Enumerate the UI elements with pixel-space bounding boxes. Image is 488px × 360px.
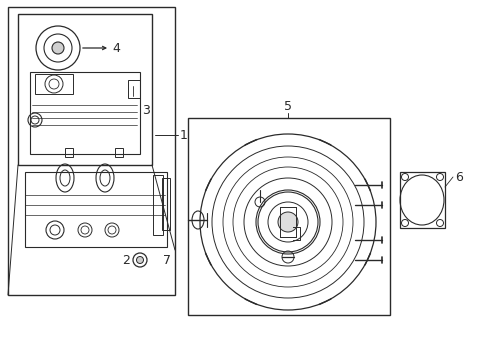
Bar	[30, 72, 140, 154]
Circle shape	[278, 212, 297, 232]
Text: 7: 7	[163, 253, 171, 266]
Bar	[8, 7, 175, 295]
Bar	[128, 80, 140, 98]
Text: 5: 5	[284, 99, 291, 112]
Bar	[25, 172, 167, 247]
Text: 4: 4	[112, 41, 120, 54]
Bar	[115, 148, 123, 157]
Bar	[65, 148, 73, 157]
Text: 6: 6	[454, 171, 462, 184]
Circle shape	[52, 42, 64, 54]
Bar	[35, 74, 73, 94]
Bar	[187, 118, 389, 315]
Bar	[153, 175, 163, 235]
Bar	[162, 178, 170, 230]
Bar	[399, 172, 444, 228]
Circle shape	[136, 256, 143, 264]
Text: 2: 2	[122, 253, 130, 266]
Bar	[18, 14, 152, 165]
Text: 1: 1	[180, 129, 187, 141]
Text: 3: 3	[142, 104, 149, 117]
